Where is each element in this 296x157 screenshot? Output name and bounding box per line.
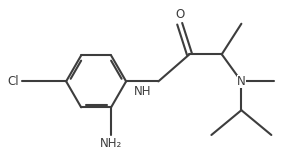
Text: N: N (237, 75, 246, 88)
Text: Cl: Cl (7, 75, 19, 88)
Text: NH: NH (133, 85, 151, 98)
Text: O: O (175, 8, 184, 22)
Text: NH₂: NH₂ (100, 137, 122, 150)
